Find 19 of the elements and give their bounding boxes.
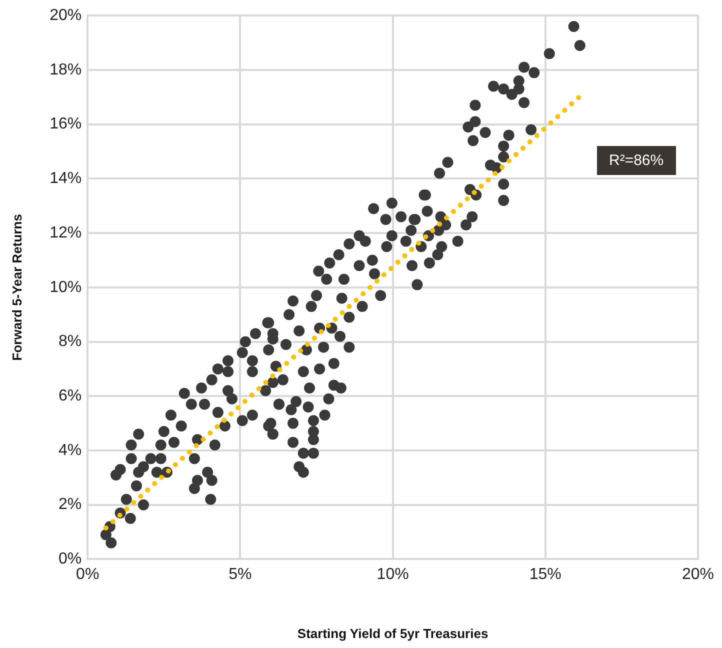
x-tick-label: 10% [376, 566, 409, 584]
x-tick-label: 5% [228, 566, 252, 584]
y-tick-label: 12% [50, 224, 82, 242]
y-tick-label: 14% [50, 170, 82, 188]
y-tick-label: 4% [58, 442, 82, 459]
y-tick-label: 20% [50, 7, 82, 24]
annotation: R²=86% [597, 146, 676, 175]
x-axis-title: Starting Yield of 5yr Treasuries [297, 626, 488, 641]
x-tick-label: 0% [76, 566, 100, 584]
y-tick-label: 0% [58, 550, 82, 568]
y-tick-label: 6% [58, 388, 82, 405]
y-tick-label: 10% [50, 278, 82, 296]
x-tick-label: 20% [682, 566, 714, 584]
y-tick-label: 18% [50, 61, 82, 78]
y-tick-label: 16% [50, 116, 82, 133]
y-tick-label: 2% [58, 496, 82, 514]
y-tick-label: 8% [58, 333, 82, 350]
x-tick-label: 15% [529, 566, 562, 584]
y-axis-title: Forward 5-Year Returns [9, 214, 24, 361]
